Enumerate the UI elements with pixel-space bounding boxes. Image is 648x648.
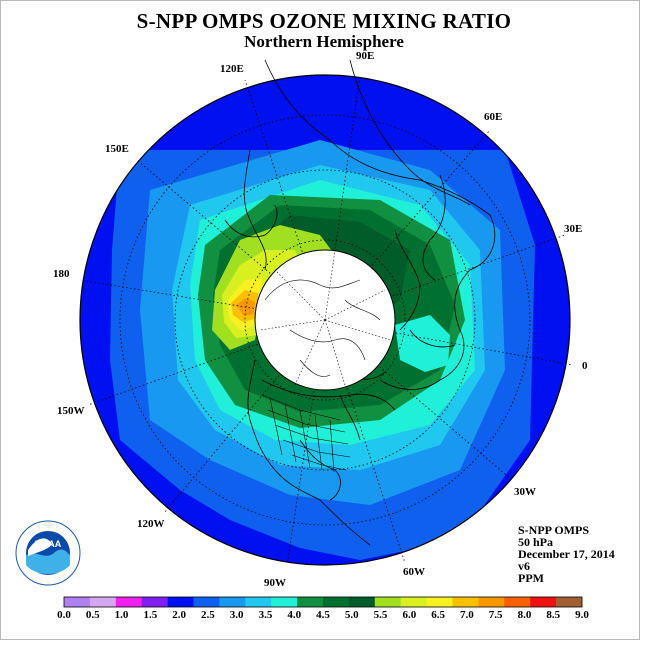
colorbar — [63, 596, 583, 608]
colorbar-tick-label: 7.0 — [460, 609, 474, 621]
lon-label-90w: 90W — [264, 577, 286, 589]
colorbar-tick-label: 2.5 — [201, 609, 215, 621]
colorbar-swatch — [374, 597, 401, 607]
colorbar-swatch — [400, 597, 427, 607]
lon-label-150w: 150W — [57, 405, 85, 417]
colorbar-swatch — [426, 597, 453, 607]
colorbar-tick-label: 9.0 — [575, 609, 589, 621]
colorbar-swatch — [556, 597, 583, 607]
colorbar-swatch — [348, 597, 376, 607]
colorbar-swatch — [504, 597, 531, 607]
noaa-logo-text: NOAA — [35, 539, 62, 549]
colorbar-swatch — [452, 597, 479, 607]
colorbar-tick-label: 3.0 — [229, 609, 244, 621]
colorbar-swatch — [323, 597, 350, 607]
colorbar-tick-label: 4.0 — [287, 609, 302, 621]
polar-gap-meridians — [259, 249, 391, 386]
product-info: S-NPP OMPS 50 hPa December 17, 2014 v6 P… — [518, 524, 615, 584]
colorbar-tick-label: 8.5 — [546, 609, 561, 621]
lon-label-150e: 150E — [105, 143, 129, 155]
cyan-tongue — [395, 315, 450, 372]
colorbar-swatch — [271, 597, 298, 607]
colorbar-swatch — [530, 597, 557, 607]
colorbar-swatch — [245, 597, 272, 607]
colorbar-outline — [63, 596, 583, 608]
colorbar-tick-label: 1.0 — [114, 609, 129, 621]
colorbar-tick-label: 0.0 — [57, 609, 71, 621]
colorbar-swatch — [219, 597, 246, 607]
colorbar-swatch — [193, 597, 220, 607]
info-units: PPM — [518, 571, 544, 585]
noaa-logo: NOAA — [15, 520, 81, 586]
colorbar-swatch — [297, 597, 324, 607]
lon-label-120w: 120W — [137, 518, 165, 530]
lon-label-60e: 60E — [484, 111, 503, 123]
colorbar-tick-label: 2.0 — [172, 609, 186, 621]
colorbar-tick-label: 3.5 — [258, 609, 273, 621]
info-version: v6 — [518, 559, 530, 573]
colorbar-tick-label: 5.5 — [373, 609, 388, 621]
colorbar-swatch — [167, 597, 194, 607]
polar-gap-coastlines — [264, 279, 381, 377]
colorbar-tick-label: 6.5 — [431, 609, 445, 621]
map-boundary — [79, 74, 571, 566]
colorbar-tick-label: 5.0 — [344, 609, 359, 621]
image-frame — [0, 0, 640, 640]
us-states-grid — [261, 394, 351, 473]
colorbar-swatch — [115, 597, 142, 607]
lon-label-90e: 90E — [356, 50, 375, 62]
coastlines — [224, 59, 496, 546]
lon-label-180: 180 — [53, 268, 70, 280]
lon-label-30w: 30W — [514, 486, 536, 498]
colorbar-swatch — [89, 597, 117, 607]
lon-label-30e: 30E — [564, 223, 583, 235]
lon-label-120e: 120E — [220, 63, 244, 75]
colorbar-tick-label: 4.5 — [316, 609, 330, 621]
lon-label-0: 0 — [582, 360, 588, 372]
colorbar-tick-label: 1.5 — [143, 609, 158, 621]
lon-label-60w: 60W — [403, 566, 425, 578]
colorbar-tick-label: 7.5 — [488, 609, 503, 621]
colorbar-swatch — [141, 597, 168, 607]
info-date: December 17, 2014 — [518, 547, 615, 561]
info-instrument: S-NPP OMPS — [518, 523, 589, 537]
colorbar-tick-label: 6.0 — [402, 609, 417, 621]
info-pressure-level: 50 hPa — [518, 535, 554, 549]
colorbar-swatch — [478, 597, 505, 607]
colorbar-tick-label: 8.0 — [517, 609, 532, 621]
colorbar-tick-label: 0.5 — [85, 609, 100, 621]
colorbar-swatch — [64, 597, 91, 607]
map-subtitle: Northern Hemisphere — [244, 32, 404, 51]
map-title: S-NPP OMPS OZONE MIXING RATIO — [136, 9, 512, 33]
